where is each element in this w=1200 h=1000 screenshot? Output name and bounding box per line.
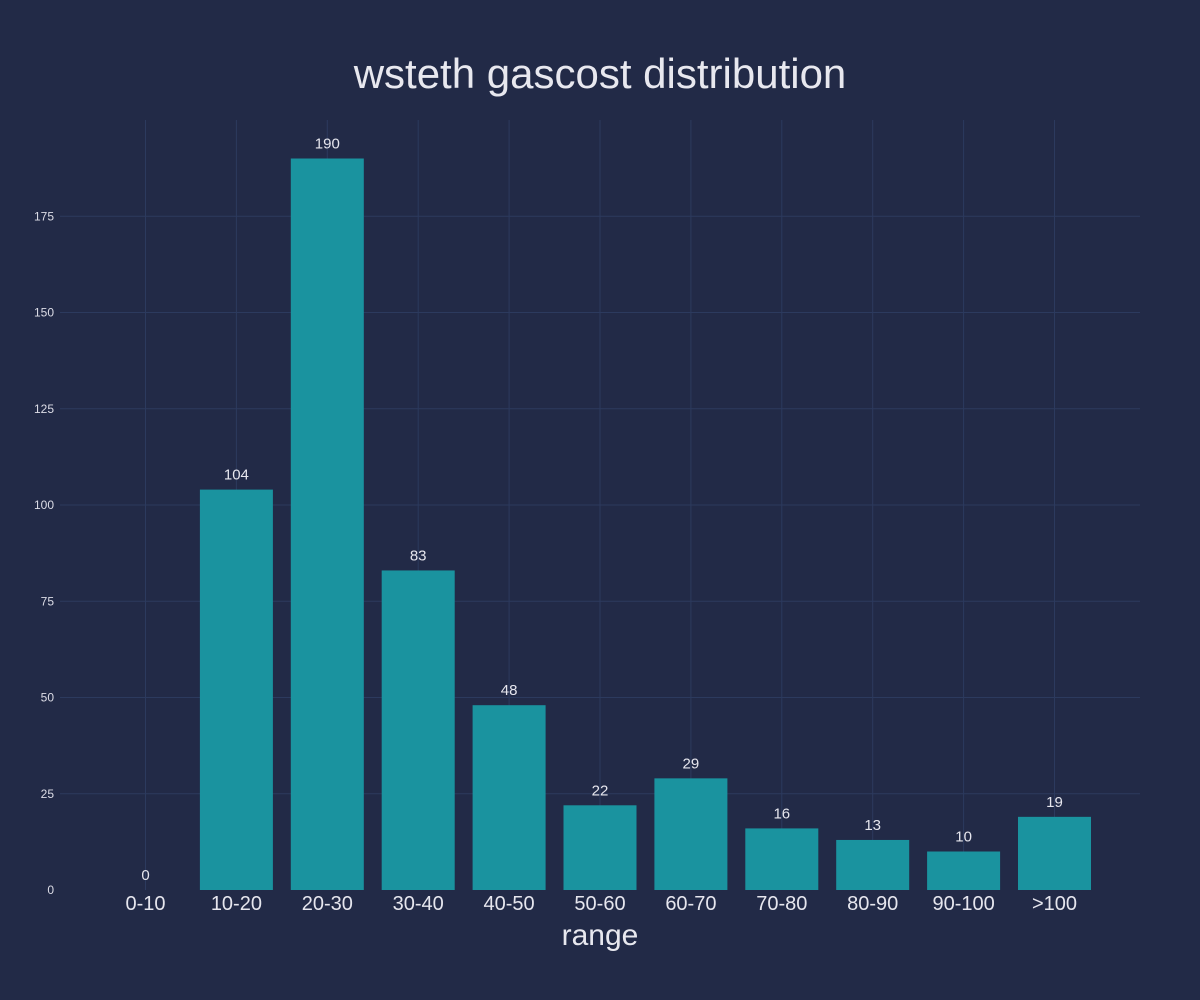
bar <box>381 570 455 890</box>
data-label: 29 <box>683 755 700 772</box>
data-label: 22 <box>592 782 609 799</box>
x-tick-label: 50-60 <box>574 893 625 915</box>
bars <box>199 158 1091 890</box>
data-label: 13 <box>864 817 881 834</box>
data-label: 0 <box>141 867 149 884</box>
y-tick-label: 150 <box>34 306 54 320</box>
bar <box>927 851 1001 890</box>
x-tick-label: 80-90 <box>847 893 898 915</box>
bar <box>1018 816 1091 890</box>
data-label: 16 <box>773 805 790 822</box>
bar <box>745 828 819 890</box>
y-tick-label: 125 <box>34 402 54 416</box>
y-tick-label: 0 <box>47 883 54 897</box>
bar <box>472 705 546 890</box>
x-tick-label: 90-100 <box>932 893 994 915</box>
y-tick-label: 50 <box>41 691 55 705</box>
bar <box>563 805 637 890</box>
bar <box>290 158 364 890</box>
x-axis-label: range <box>562 919 639 952</box>
x-tick-label: 40-50 <box>484 893 535 915</box>
data-label: 48 <box>501 682 518 699</box>
x-tick-label: >100 <box>1032 893 1077 915</box>
x-tick-label: 0-10 <box>125 893 165 915</box>
chart-title: wsteth gascost distribution <box>353 50 847 97</box>
y-tick-label: 75 <box>41 594 55 608</box>
y-tick-label: 175 <box>34 209 54 223</box>
x-tick-label: 10-20 <box>211 893 262 915</box>
x-axis-ticks: 0-10 10-20 20-30 30-40 40-50 50-60 60-70 70-80 8… <box>125 893 1077 915</box>
y-tick-label: 25 <box>41 787 55 801</box>
bar <box>836 839 910 890</box>
x-tick-label: 60-70 <box>665 893 716 915</box>
x-tick-label: 30-40 <box>393 893 444 915</box>
y-axis-ticks: 0 25 50 75 100 125 150 175 <box>34 209 54 897</box>
data-label: 104 <box>224 467 249 484</box>
data-label: 19 <box>1046 794 1063 811</box>
y-tick-label: 100 <box>34 498 54 512</box>
x-tick-label: 20-30 <box>302 893 353 915</box>
data-label: 190 <box>315 136 340 153</box>
x-tick-label: 70-80 <box>756 893 807 915</box>
data-label: 83 <box>410 547 427 564</box>
data-labels: 0 104 190 83 48 22 29 16 13 10 19 <box>141 136 1063 885</box>
data-label: 10 <box>955 829 972 846</box>
bar <box>199 489 273 890</box>
bar <box>654 778 728 890</box>
